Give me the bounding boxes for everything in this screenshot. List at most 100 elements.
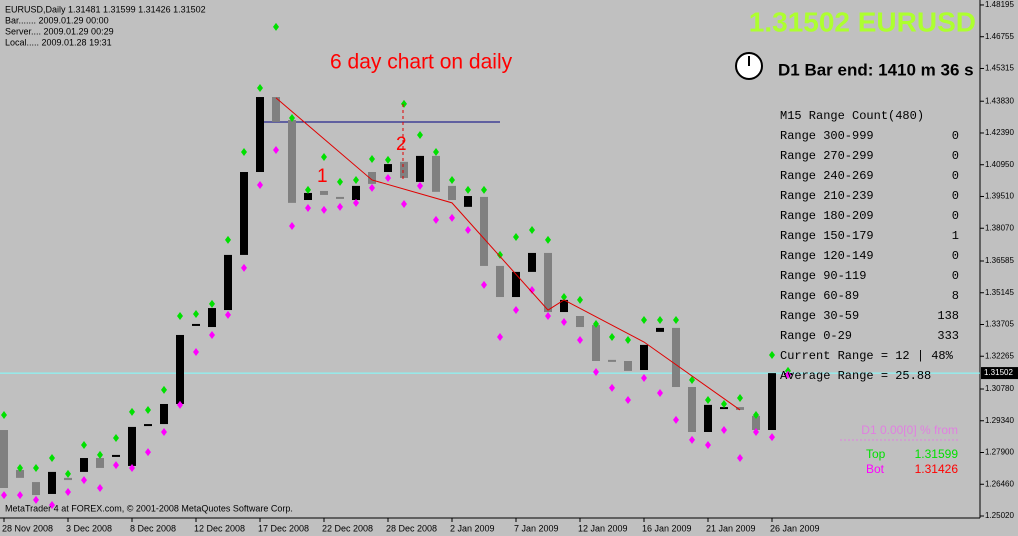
wave-mark: 2: [396, 134, 407, 155]
high-marker: [433, 147, 439, 156]
low-marker: [81, 476, 87, 485]
high-marker: [689, 375, 695, 384]
high-marker: [81, 441, 87, 450]
candle-body: [560, 299, 568, 313]
high-marker: [241, 147, 247, 156]
low-marker: [145, 448, 151, 457]
low-marker: [609, 383, 615, 392]
high-marker: [593, 319, 599, 328]
high-marker: [1, 411, 7, 420]
low-marker: [113, 461, 119, 470]
candle-body: [592, 325, 600, 361]
y-tick-label: 1.30780: [985, 384, 1014, 393]
high-marker: [17, 463, 23, 472]
x-tick-label: 2 Jan 2009: [450, 523, 495, 533]
high-marker: [705, 396, 711, 405]
candle-body: [720, 407, 728, 410]
candle-body: [0, 430, 8, 489]
price-title: 1.31502 EURUSD: [749, 6, 976, 37]
candle-body: [352, 185, 360, 201]
range-count: 0: [952, 169, 959, 183]
y-tick-label: 1.39510: [985, 192, 1014, 201]
candle-body: [768, 373, 776, 431]
low-marker: [689, 435, 695, 444]
candle-body: [608, 359, 616, 362]
high-marker: [273, 22, 279, 31]
candle-body: [736, 407, 744, 410]
range-label: Range 150-179: [780, 229, 874, 243]
range-count: 0: [952, 209, 959, 223]
low-marker: [65, 487, 71, 496]
high-marker: [321, 153, 327, 162]
candle-body: [224, 254, 232, 311]
low-marker: [721, 426, 727, 435]
high-marker: [369, 154, 375, 163]
top-value: 1.31599: [915, 447, 959, 461]
low-marker: [33, 495, 39, 504]
high-marker: [417, 130, 423, 139]
low-marker: [529, 285, 535, 294]
low-marker: [513, 306, 519, 315]
d1-note: D1 0.00[0] % from: [861, 423, 958, 437]
high-marker: [545, 235, 551, 244]
low-marker: [481, 280, 487, 289]
candle-body: [640, 344, 648, 371]
range-count: 0: [952, 249, 959, 263]
low-marker: [641, 373, 647, 382]
candle-body: [144, 424, 152, 427]
candle-body: [128, 426, 136, 466]
low-marker: [289, 222, 295, 231]
y-tick-label: 1.48195: [985, 0, 1014, 9]
candle-body: [400, 161, 408, 178]
high-marker: [49, 454, 55, 463]
low-marker: [577, 336, 583, 345]
high-marker: [465, 185, 471, 194]
x-tick-label: 12 Jan 2009: [578, 523, 628, 533]
candle-body: [512, 271, 520, 298]
low-marker: [273, 145, 279, 154]
high-marker: [65, 469, 71, 478]
current-price-label: 1.31502: [984, 368, 1013, 377]
low-marker: [417, 181, 423, 190]
range-label: Range 90-119: [780, 269, 866, 283]
annotation: 6 day chart on daily: [330, 51, 513, 74]
low-marker: [769, 433, 775, 442]
range-label: Range 180-209: [780, 209, 874, 223]
high-marker: [481, 185, 487, 194]
x-tick-label: 26 Jan 2009: [770, 523, 820, 533]
candle-body: [304, 192, 312, 201]
low-marker: [673, 415, 679, 424]
low-marker: [17, 491, 23, 500]
candle-body: [544, 252, 552, 313]
high-marker: [497, 250, 503, 259]
high-marker: [353, 175, 359, 184]
high-marker: [209, 299, 215, 308]
x-tick-label: 16 Jan 2009: [642, 523, 692, 533]
candle-body: [624, 360, 632, 371]
candle-body: [288, 119, 296, 203]
high-marker: [529, 226, 535, 235]
high-marker: [129, 407, 135, 416]
low-marker: [401, 199, 407, 208]
range-title: M15 Range Count(480): [780, 109, 924, 123]
high-marker: [721, 399, 727, 408]
y-tick-label: 1.29340: [985, 416, 1014, 425]
low-marker: [737, 454, 743, 463]
candle-body: [464, 196, 472, 207]
candle-body: [448, 185, 456, 201]
low-marker: [593, 368, 599, 377]
y-tick-label: 1.45315: [985, 64, 1014, 73]
high-marker: [737, 394, 743, 403]
candle-body: [16, 469, 24, 478]
low-marker: [97, 484, 103, 493]
candle-body: [336, 196, 344, 199]
low-marker: [545, 312, 551, 321]
candle-body: [528, 252, 536, 272]
candle-body: [176, 334, 184, 404]
top-label: Top: [866, 447, 886, 461]
y-tick-label: 1.25020: [985, 511, 1014, 520]
candle-body: [112, 454, 120, 457]
low-marker: [465, 226, 471, 235]
low-marker: [241, 263, 247, 272]
